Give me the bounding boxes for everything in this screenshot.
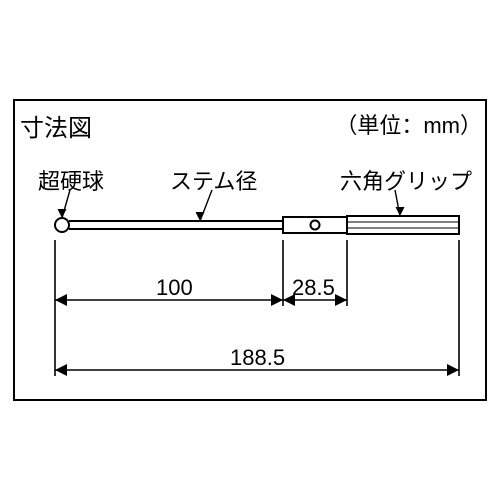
dimension-drawing: 寸法図 （単位：mm） 超硬球 ステム径 六角グリップ 100 28.5 188…: [0, 0, 500, 500]
drawing-svg: [0, 0, 500, 500]
